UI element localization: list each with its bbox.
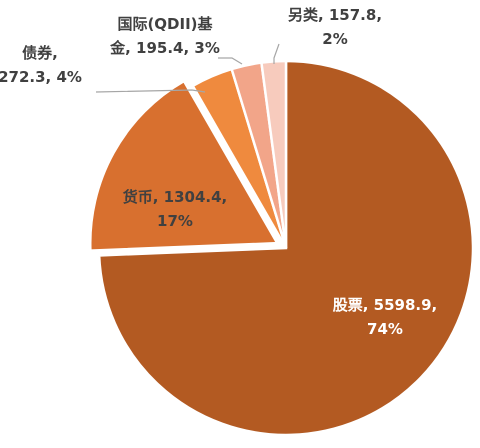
data-label-line: 股票, 5598.9,: [333, 296, 438, 314]
data-label-line: 17%: [157, 212, 193, 230]
data-label-line: 2%: [322, 30, 347, 48]
data-label: 另类, 157.8, 2%: [288, 6, 382, 48]
data-label: 国际(QDII)基金, 195.4, 3%: [109, 15, 220, 57]
data-label-line: 国际(QDII)基: [117, 15, 213, 33]
pie-slice: [89, 79, 280, 252]
data-label-line: 另类, 157.8,: [288, 6, 382, 24]
data-label-line: 货币, 1304.4,: [123, 188, 228, 206]
leader-line: [95, 89, 206, 93]
slices-layer: [89, 59, 475, 437]
data-label-line: 272.3, 4%: [0, 68, 82, 86]
labels-layer: 股票, 5598.9, 74% 货币, 1304.4, 17% 债券, 272.3, 4%…: [0, 6, 437, 338]
data-label: 股票, 5598.9, 74%: [333, 296, 438, 338]
data-label-line: 74%: [367, 320, 403, 338]
data-label: 债券, 272.3, 4%: [0, 44, 82, 86]
data-label-line: 金, 195.4, 3%: [109, 39, 220, 57]
data-label: 货币, 1304.4, 17%: [123, 188, 228, 230]
leader-lines-layer: [95, 43, 280, 93]
leader-line: [218, 57, 243, 65]
leader-line: [273, 43, 280, 64]
data-label-line: 债券,: [22, 44, 58, 62]
